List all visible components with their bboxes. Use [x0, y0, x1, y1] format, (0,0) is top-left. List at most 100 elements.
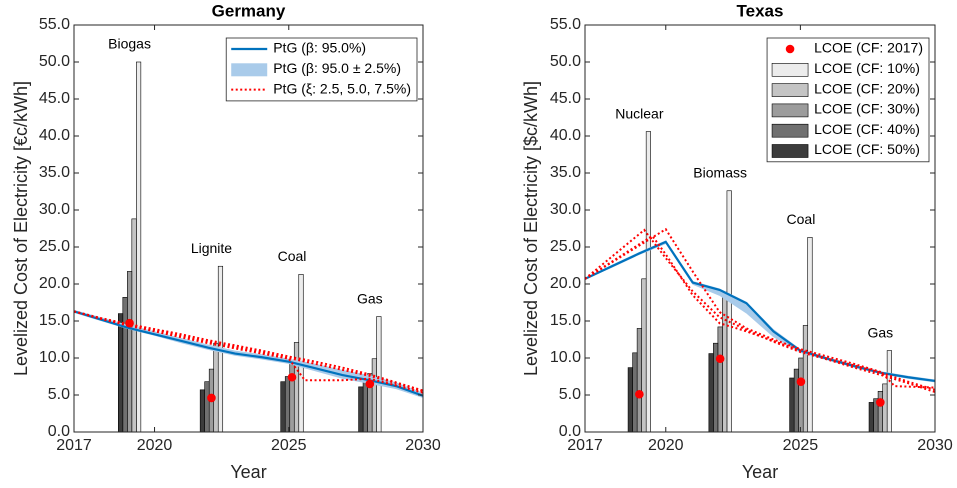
- bar: [798, 357, 804, 433]
- y-tick-label: 10.0: [550, 349, 581, 366]
- x-axis-label: Year: [230, 462, 266, 482]
- y-axis-label: Levelized Cost of Electricity [€c/kWh]: [11, 81, 31, 376]
- x-axis-label: Year: [742, 462, 778, 482]
- y-tick-label: 20.0: [550, 275, 581, 292]
- bar: [284, 376, 291, 433]
- lcoe-dot: [715, 354, 725, 364]
- y-tick-label: 35.0: [550, 164, 581, 181]
- lcoe-dot: [125, 318, 134, 328]
- legend-swatch: [771, 144, 809, 158]
- x-tick-label: 2025: [783, 437, 819, 454]
- bar: [362, 379, 368, 433]
- y-axis-label: Levelized Cost of Electricity [$c/kWh]: [521, 81, 541, 376]
- legend: LCOE (CF: 2017) LCOE (CF: 10%) LCOE (CF: 2…: [766, 37, 930, 163]
- legend-label: PtG (β: 95.0%): [273, 40, 366, 56]
- x-tick-label: 2030: [405, 437, 441, 454]
- bar: [636, 328, 642, 433]
- lcoe-dot: [207, 393, 216, 403]
- x-tick-label: 2025: [271, 437, 307, 454]
- y-tick-label: 10.0: [39, 349, 70, 366]
- bar: [708, 353, 714, 433]
- bar: [136, 61, 142, 433]
- bar: [793, 368, 799, 433]
- bar: [122, 297, 128, 433]
- bar: [213, 342, 219, 433]
- legend-label: LCOE (CF: 20%): [814, 80, 920, 96]
- lcoe-dot: [365, 379, 375, 389]
- group-label: Coal: [787, 211, 816, 227]
- axes-box: [73, 24, 424, 433]
- ptg-line: [584, 240, 936, 383]
- bar: [204, 381, 210, 433]
- bar: [371, 358, 377, 433]
- bar: [645, 131, 651, 433]
- y-tick-label: 30.0: [550, 201, 581, 218]
- y-tick-label: 40.0: [39, 127, 70, 144]
- y-tick-label: 30.0: [39, 201, 70, 218]
- legend-swatch: [771, 123, 809, 138]
- lcoe-dot: [796, 377, 806, 386]
- bar: [117, 313, 124, 433]
- y-tick-label: 20.0: [39, 275, 70, 292]
- bar: [726, 190, 732, 433]
- y-tick-label: 0.0: [48, 423, 70, 440]
- group-label: Lignite: [191, 240, 232, 256]
- y-tick-label: 15.0: [39, 312, 70, 329]
- bar: [293, 342, 300, 433]
- bar: [641, 278, 647, 433]
- y-tick-label: 40.0: [550, 127, 581, 144]
- legend-label: LCOE (CF: 50%): [814, 141, 920, 157]
- bar: [199, 389, 205, 433]
- chart-title: Texas: [737, 1, 784, 20]
- x-tick-label: 2020: [137, 437, 173, 454]
- confidence-band: [74, 309, 423, 398]
- group-label: Gas: [868, 324, 894, 340]
- x-tick-label: 2017: [567, 437, 603, 454]
- legend-swatch: [785, 44, 795, 54]
- bar: [376, 316, 382, 433]
- legend-swatch: [231, 63, 268, 77]
- legend-label: PtG (β: 95.0 ± 2.5%): [273, 60, 401, 76]
- y-tick-label: 55.0: [39, 16, 70, 33]
- scenario-line: [584, 227, 936, 389]
- y-tick-label: 45.0: [550, 90, 581, 107]
- bar: [289, 361, 295, 433]
- lcoe-dot: [635, 389, 644, 399]
- group-label: Nuclear: [615, 105, 664, 121]
- y-tick-label: 35.0: [39, 164, 70, 181]
- bar: [358, 386, 364, 433]
- bar: [886, 350, 892, 433]
- x-tick-label: 2030: [917, 437, 953, 454]
- legend-label: LCOE (CF: 30%): [814, 101, 920, 117]
- group-label: Biomass: [693, 164, 747, 180]
- legend-label: LCOE (CF: 2017): [814, 40, 923, 56]
- bar: [127, 271, 133, 433]
- y-tick-label: 15.0: [550, 312, 581, 329]
- plot: Nuclear Biomass Coal Gas 0.0 5.0 10.0 15.0 20.0 2…: [521, 1, 953, 481]
- group-label: Gas: [357, 290, 383, 306]
- legend-label: LCOE (CF: 40%): [814, 121, 920, 137]
- legend-swatch: [771, 62, 809, 77]
- y-tick-label: 25.0: [39, 238, 70, 255]
- y-tick-label: 5.0: [559, 386, 581, 403]
- y-tick-label: 5.0: [48, 386, 70, 403]
- bar: [298, 274, 304, 433]
- legend-label: PtG (ξ: 2.5, 5.0, 7.5%): [273, 80, 411, 96]
- scenario-line: [73, 310, 424, 394]
- y-tick-label: 45.0: [39, 90, 70, 107]
- bar: [722, 291, 728, 433]
- legend: PtG (β: 95.0%) PtG (β: 95.0 ± 2.5%) PtG (ξ…: [225, 37, 418, 102]
- bar: [868, 402, 874, 433]
- bar: [807, 237, 813, 433]
- axes-box: [584, 24, 936, 433]
- bar: [789, 377, 795, 433]
- bar: [882, 383, 888, 433]
- bar: [280, 381, 286, 433]
- y-tick-label: 55.0: [550, 16, 581, 33]
- bar: [627, 367, 633, 433]
- chart-title: Germany: [212, 1, 286, 20]
- group-label: Biogas: [108, 36, 151, 52]
- legend-swatch: [771, 83, 809, 97]
- y-tick-label: 50.0: [39, 53, 70, 70]
